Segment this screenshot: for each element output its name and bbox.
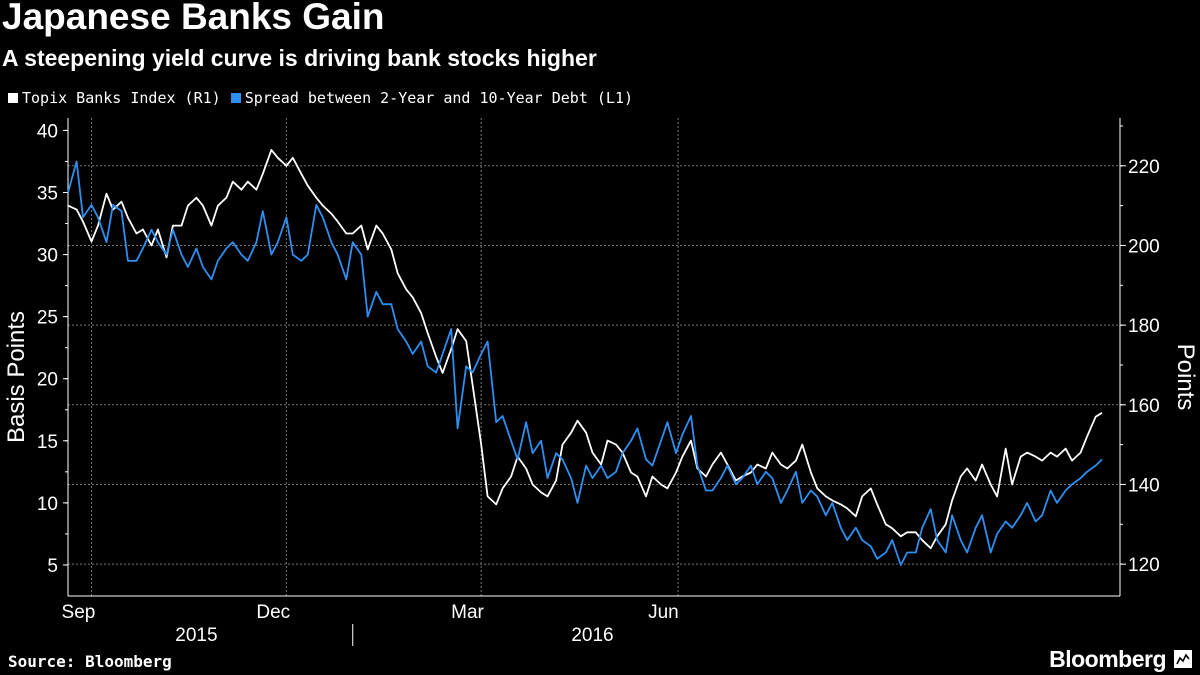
bloomberg-logo: Bloomberg [1049,646,1166,672]
left-tick-label: 35 [37,183,58,204]
left-tick-label: 25 [37,308,58,329]
left-tick-label: 15 [37,432,58,453]
legend-swatch-topix [8,93,18,103]
legend-label-topix: Topix Banks Index (R1) [22,89,221,107]
right-tick-label: 140 [1128,475,1160,496]
left-axis-title: Basis Points [3,311,30,443]
right-axis-title: Points [1172,344,1199,411]
right-tick-label: 160 [1128,396,1160,417]
x-month-label: Jun [648,602,679,623]
x-year-label: 2015 [175,625,217,646]
right-tick-label: 120 [1128,555,1160,576]
right-tick-label: 200 [1128,236,1160,257]
series-line-topix [67,148,1103,550]
legend-item-topix: Topix Banks Index (R1) [8,89,221,107]
right-tick-label: 180 [1128,316,1160,337]
right-tick-label: 220 [1128,157,1160,178]
chart-title: Japanese Banks Gain [2,0,385,37]
legend: Topix Banks Index (R1) Spread between 2-… [8,89,643,107]
left-tick-label: 40 [37,121,58,142]
legend-item-spread: Spread between 2-Year and 10-Year Debt (… [230,89,634,107]
x-month-label: Mar [451,602,484,623]
legend-swatch-spread [230,93,241,103]
x-month-label: Dec [256,602,290,623]
x-year-label: 2016 [571,625,613,646]
series-line-spread [67,160,1103,566]
left-tick-label: 30 [37,246,58,267]
x-month-label: Sep [62,602,96,623]
bloomberg-chart-icon [1174,650,1192,668]
left-tick-label: 10 [37,494,58,515]
left-tick-label: 5 [47,556,58,577]
left-tick-label: 20 [37,370,58,391]
source-note: Source: Bloomberg [8,652,172,671]
legend-label-spread: Spread between 2-Year and 10-Year Debt (… [244,89,634,107]
chart-subtitle: A steepening yield curve is driving bank… [2,45,597,71]
